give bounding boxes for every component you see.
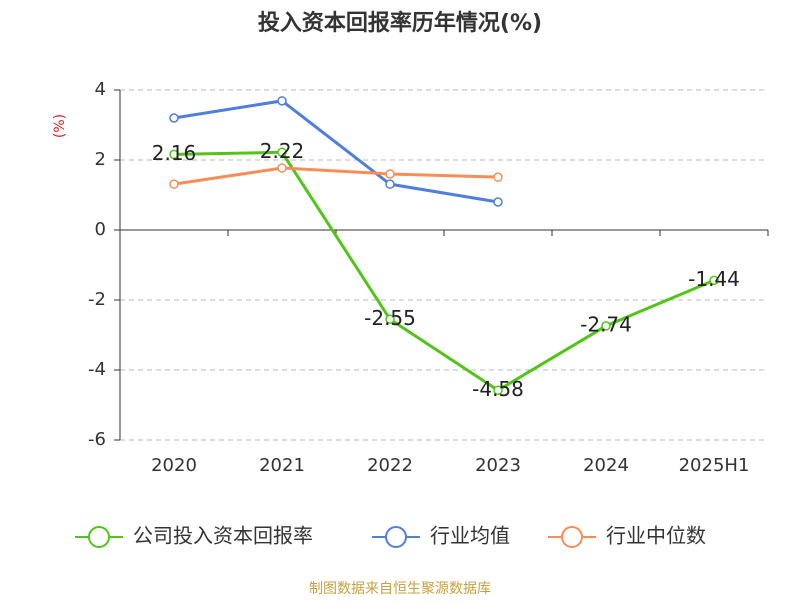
data-point <box>601 321 611 331</box>
source-note: 制图数据来自恒生聚源数据库 <box>309 581 491 597</box>
series-line <box>173 99 499 204</box>
data-point <box>493 172 503 182</box>
data-point <box>493 197 503 207</box>
data-label: -4.58 <box>472 377 524 401</box>
y-tick-label: -4 <box>88 359 106 380</box>
x-tick-label: 2021 <box>259 455 305 476</box>
data-label: -1.44 <box>688 267 740 291</box>
series-line <box>173 166 499 186</box>
data-point <box>169 113 179 123</box>
data-point <box>385 314 395 324</box>
y-tick-label: 0 <box>95 219 106 240</box>
x-tick-label: 2022 <box>367 455 413 476</box>
legend-label: 行业中位数 <box>606 524 706 548</box>
data-point <box>385 179 395 189</box>
data-point <box>277 147 287 158</box>
x-tick-label: 2025H1 <box>679 455 750 476</box>
data-point <box>277 96 287 106</box>
y-tick-label: 2 <box>95 149 106 170</box>
legend-marker <box>88 526 110 548</box>
data-label: -2.55 <box>364 306 416 330</box>
data-point <box>385 169 395 179</box>
series-line <box>173 150 715 393</box>
data-point <box>169 149 179 160</box>
x-tick-label: 2024 <box>583 455 629 476</box>
data-point <box>169 179 179 189</box>
chart-title: 投入资本回报率历年情况(%) <box>258 10 542 36</box>
data-label: -2.74 <box>580 312 632 336</box>
data-point <box>277 163 287 173</box>
data-label: 2.22 <box>260 139 305 163</box>
legend-label: 公司投入资本回报率 <box>133 524 313 548</box>
data-point <box>493 385 503 396</box>
x-tick-label: 2023 <box>475 455 521 476</box>
y-tick-label: 4 <box>95 79 106 100</box>
legend-label: 行业均值 <box>430 524 510 548</box>
y-axis-label: (%) <box>52 114 68 138</box>
data-label: 2.16 <box>152 141 197 165</box>
legend-marker <box>385 526 407 548</box>
y-tick-label: -6 <box>88 429 106 450</box>
legend-marker <box>561 526 583 548</box>
x-tick-label: 2020 <box>151 455 197 476</box>
data-point <box>709 275 719 286</box>
y-tick-label: -2 <box>88 289 106 310</box>
